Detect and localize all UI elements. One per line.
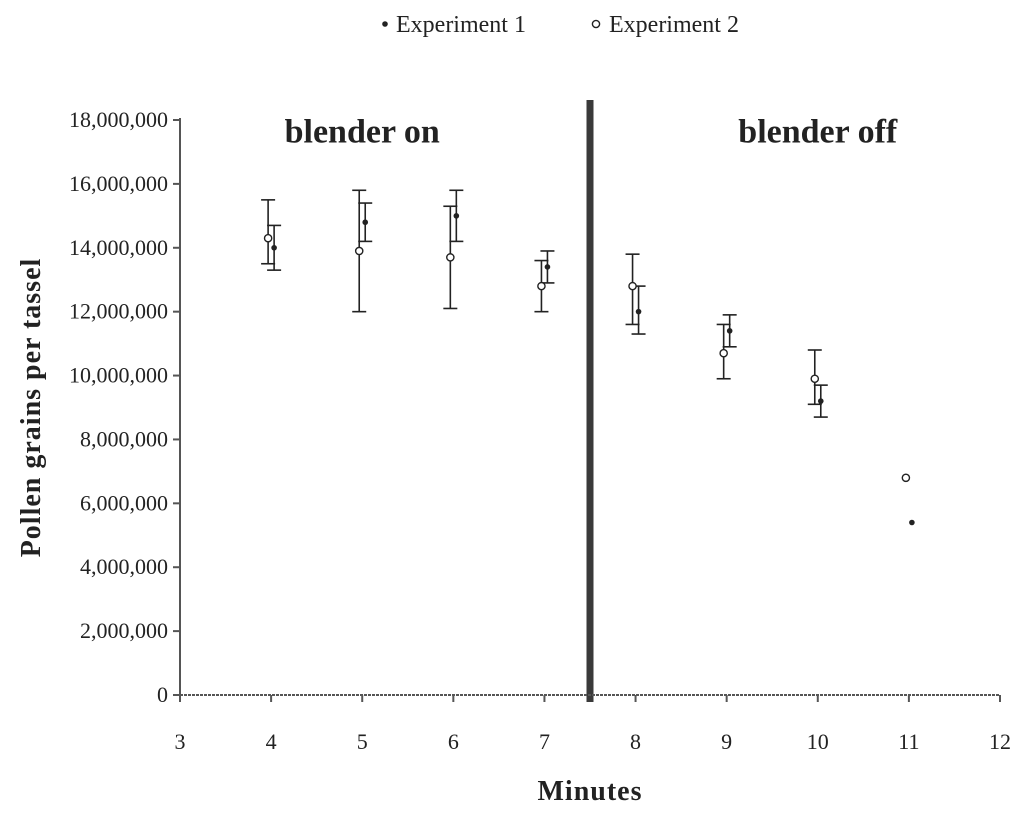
y-tick-label: 14,000,000 xyxy=(69,235,168,260)
x-tick-label: 10 xyxy=(807,729,829,754)
y-tick-label: 0 xyxy=(157,682,168,707)
annotation-label: blender off xyxy=(738,113,898,150)
data-point xyxy=(265,235,272,242)
series-2 xyxy=(261,190,909,481)
x-tick-label: 3 xyxy=(175,729,186,754)
legend-label: Experiment 2 xyxy=(609,12,739,38)
data-point xyxy=(909,520,915,526)
legend-marker xyxy=(382,21,388,27)
x-tick-label: 9 xyxy=(721,729,732,754)
data-point xyxy=(818,398,824,404)
legend-marker xyxy=(592,20,599,27)
data-point xyxy=(454,213,460,219)
x-tick-label: 8 xyxy=(630,729,641,754)
y-tick-label: 16,000,000 xyxy=(69,171,168,196)
data-point xyxy=(636,309,642,315)
data-point xyxy=(811,375,818,382)
y-tick-label: 18,000,000 xyxy=(69,107,168,132)
data-point xyxy=(271,245,277,251)
y-tick-label: 10,000,000 xyxy=(69,363,168,388)
y-tick-label: 8,000,000 xyxy=(80,426,168,451)
axes: 0 2,000,000 4,000,000 6,000,000 8,000,000 10,… xyxy=(69,107,1011,754)
y-tick-label: 6,000,000 xyxy=(80,490,168,515)
data-point xyxy=(720,350,727,357)
y-tick-label: 4,000,000 xyxy=(80,554,168,579)
y-axis-title: Pollen grains per tassel xyxy=(16,258,47,558)
data-point xyxy=(362,219,368,225)
x-tick-label: 5 xyxy=(357,729,368,754)
data-point xyxy=(447,254,454,261)
legend-label: Experiment 1 xyxy=(396,12,526,38)
x-tick-label: 4 xyxy=(266,729,277,754)
annotation-label: blender on xyxy=(285,113,440,150)
data-point xyxy=(727,328,733,334)
data-point xyxy=(356,247,363,254)
data-point xyxy=(538,283,545,290)
legend: Experiment 1 Experiment 2 xyxy=(382,12,739,38)
y-tick-label: 2,000,000 xyxy=(80,618,168,643)
x-tick-label: 7 xyxy=(539,729,550,754)
x-tick-label: 11 xyxy=(898,729,919,754)
x-axis-title: Minutes xyxy=(538,776,643,807)
y-tick-label: 12,000,000 xyxy=(69,299,168,324)
data-point xyxy=(902,474,909,481)
x-tick-label: 12 xyxy=(989,729,1011,754)
data-point xyxy=(629,283,636,290)
x-tick-label: 6 xyxy=(448,729,459,754)
data-point xyxy=(545,264,551,270)
